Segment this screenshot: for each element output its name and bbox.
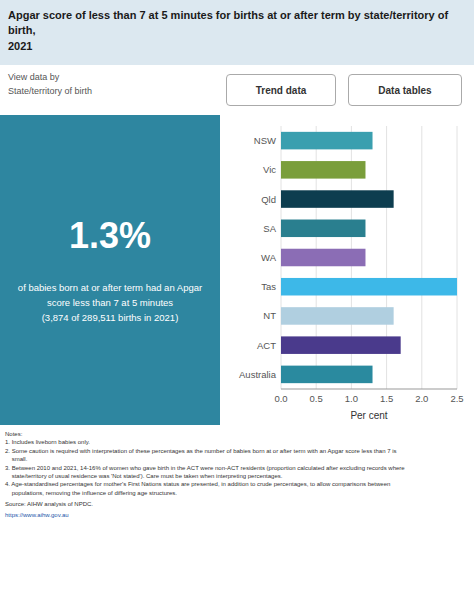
bars <box>281 132 457 383</box>
tick-label: 1.0 <box>345 393 358 404</box>
bar <box>281 249 365 267</box>
category-label: Tas <box>261 281 276 292</box>
source: Source: AIHW analysis of NPDC. <box>5 500 469 508</box>
notes: Notes: 1. Includes liveborn babies only.… <box>5 430 469 497</box>
source-link[interactable]: https://www.aihw.gov.au <box>5 511 469 519</box>
tick-label: 0.0 <box>274 393 287 404</box>
tick-label: 0.5 <box>310 393 323 404</box>
category-label: NT <box>263 310 276 321</box>
bar <box>281 278 457 296</box>
category-label: SA <box>263 223 276 234</box>
big-stat: 1.3% <box>0 215 220 257</box>
category-label: ACT <box>257 340 276 351</box>
bar <box>281 132 373 150</box>
button[interactable]: Data tables <box>348 74 462 106</box>
x-axis-line <box>281 389 457 390</box>
header: Apgar score of less than 7 at 5 minutes … <box>0 0 474 65</box>
bar <box>281 190 394 208</box>
stat-description: of babies born at or after term had an A… <box>6 280 214 326</box>
tick-label: 2.5 <box>450 393 463 404</box>
view-data-row: View data by State/territory of birth Tre… <box>0 65 474 115</box>
category-label: Vic <box>263 164 276 175</box>
view-data-by: View data by State/territory of birth <box>8 71 92 98</box>
tick-label: 2.0 <box>415 393 428 404</box>
stat-panel: 1.3% of babies born at or after term had … <box>0 115 220 425</box>
category-label: Qld <box>261 194 276 205</box>
bar <box>281 161 365 179</box>
bar <box>281 220 365 238</box>
bar <box>281 336 401 354</box>
tick-label: 1.5 <box>380 393 393 404</box>
notes-area: Notes: 1. Includes liveborn babies only.… <box>5 430 469 590</box>
category-label: WA <box>261 252 277 263</box>
bar <box>281 307 394 325</box>
button[interactable]: Trend data <box>226 74 336 106</box>
grid-line <box>457 126 458 389</box>
category-label: NSW <box>254 135 276 146</box>
title: Apgar score of less than 7 at 5 minutes … <box>8 8 466 54</box>
bar <box>281 366 373 384</box>
bar-chart: 0.0 0.5 1.0 1.5 2.0 2.5 NSW Vic Qld SA WA Tas NT ACT A… <box>225 120 469 425</box>
category-label: Australia <box>239 369 277 380</box>
grid-line <box>421 126 422 389</box>
x-axis-label: Per cent <box>350 410 387 421</box>
